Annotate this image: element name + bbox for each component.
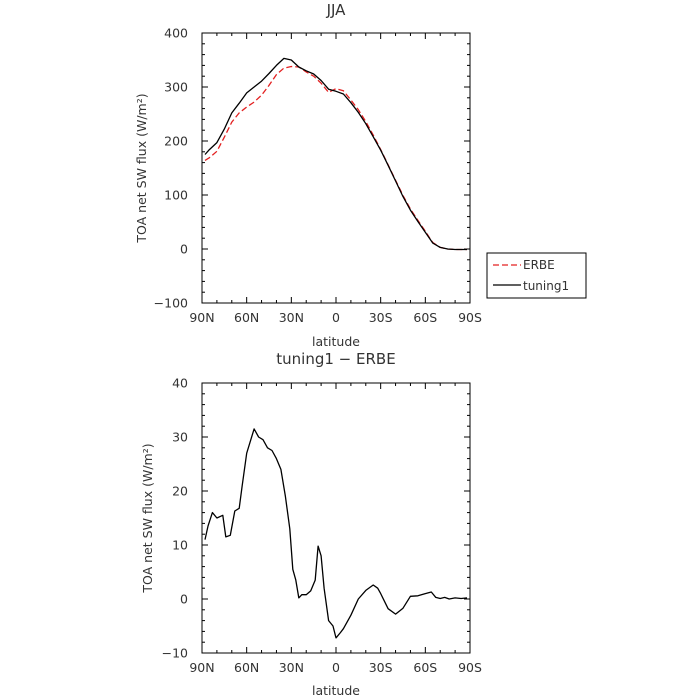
legend: ERBE tuning1: [486, 252, 587, 299]
legend-box: [486, 252, 587, 299]
top-y-tick-label-0: 0: [180, 242, 188, 257]
bottom-y-tick-label-10: 10: [172, 538, 188, 553]
top-x-axis-label: latitude: [312, 334, 360, 349]
bottom-x-tick-label-0: 0: [332, 660, 340, 675]
legend-label-erbe: ERBE: [523, 258, 555, 272]
top-x-tick-label-30n: 30N: [279, 310, 304, 325]
top-y-tick-label-200: 200: [164, 134, 188, 149]
top-x-tick-label-90n: 90N: [189, 310, 214, 325]
bottom-y-tick-label-0: 0: [180, 592, 188, 607]
bottom-x-tick-label-90n: 90N: [189, 660, 214, 675]
bottom-y-tick-label-40: 40: [172, 376, 188, 391]
legend-label-tuning1: tuning1: [523, 279, 569, 293]
bottom-x-tick-label-30n: 30N: [279, 660, 304, 675]
bottom-x-tick-label-60n: 60N: [234, 660, 259, 675]
top-x-tick-label-0: 0: [332, 310, 340, 325]
bottom-x-ticks: 90N 60N 30N 0 30S 60S 90S: [189, 383, 482, 675]
bottom-x-tick-label-30s: 30S: [369, 660, 393, 675]
bottom-x-tick-label-60s: 60S: [413, 660, 437, 675]
top-plot-frame: [201, 32, 471, 304]
top-y-tick-label-300: 300: [164, 80, 188, 95]
bottom-y-tick-label-minus-10: −10: [162, 646, 188, 661]
top-y-tick-label-100: 100: [164, 188, 188, 203]
top-y-ticks: −100 0 100 200 300 400: [154, 26, 470, 311]
top-y-tick-label-400: 400: [164, 26, 188, 41]
top-y-axis-label: TOA net SW flux (W/m²): [134, 93, 149, 243]
top-x-ticks: 90N 60N 30N 0 30S 60S 90S: [189, 33, 482, 325]
top-panel-title: JJA: [326, 1, 347, 19]
top-series-line-erbe: [204, 65, 467, 251]
top-x-tick-label-60s: 60S: [413, 310, 437, 325]
bottom-plot-lines: [204, 428, 468, 639]
top-y-tick-label-minus-100: −100: [154, 296, 188, 311]
top-panel: JJA 90N 60N 30N 0 30S 60S 90S −100 0 100 200 300 40…: [134, 1, 587, 349]
bottom-y-axis-label: TOA net SW flux (W/m²): [140, 443, 155, 593]
bottom-plot-frame: [201, 382, 471, 654]
top-x-tick-label-90s: 90S: [458, 310, 482, 325]
top-plot-lines: [204, 57, 467, 251]
bottom-series-line-tuning1: [204, 428, 468, 639]
bottom-y-ticks: −10 0 10 20 30 40: [162, 376, 470, 661]
bottom-y-tick-label-30: 30: [172, 430, 188, 445]
top-series-line-tuning1: [204, 57, 467, 251]
bottom-panel-title: tuning1 − ERBE: [276, 350, 395, 368]
top-x-tick-label-60n: 60N: [234, 310, 259, 325]
bottom-y-tick-label-20: 20: [172, 484, 188, 499]
bottom-panel: tuning1 − ERBE 90N 60N 30N 0 30S 60S 90S −10 0 1…: [140, 350, 482, 698]
top-x-tick-label-30s: 30S: [369, 310, 393, 325]
bottom-x-tick-label-90s: 90S: [458, 660, 482, 675]
bottom-x-axis-label: latitude: [312, 683, 360, 698]
